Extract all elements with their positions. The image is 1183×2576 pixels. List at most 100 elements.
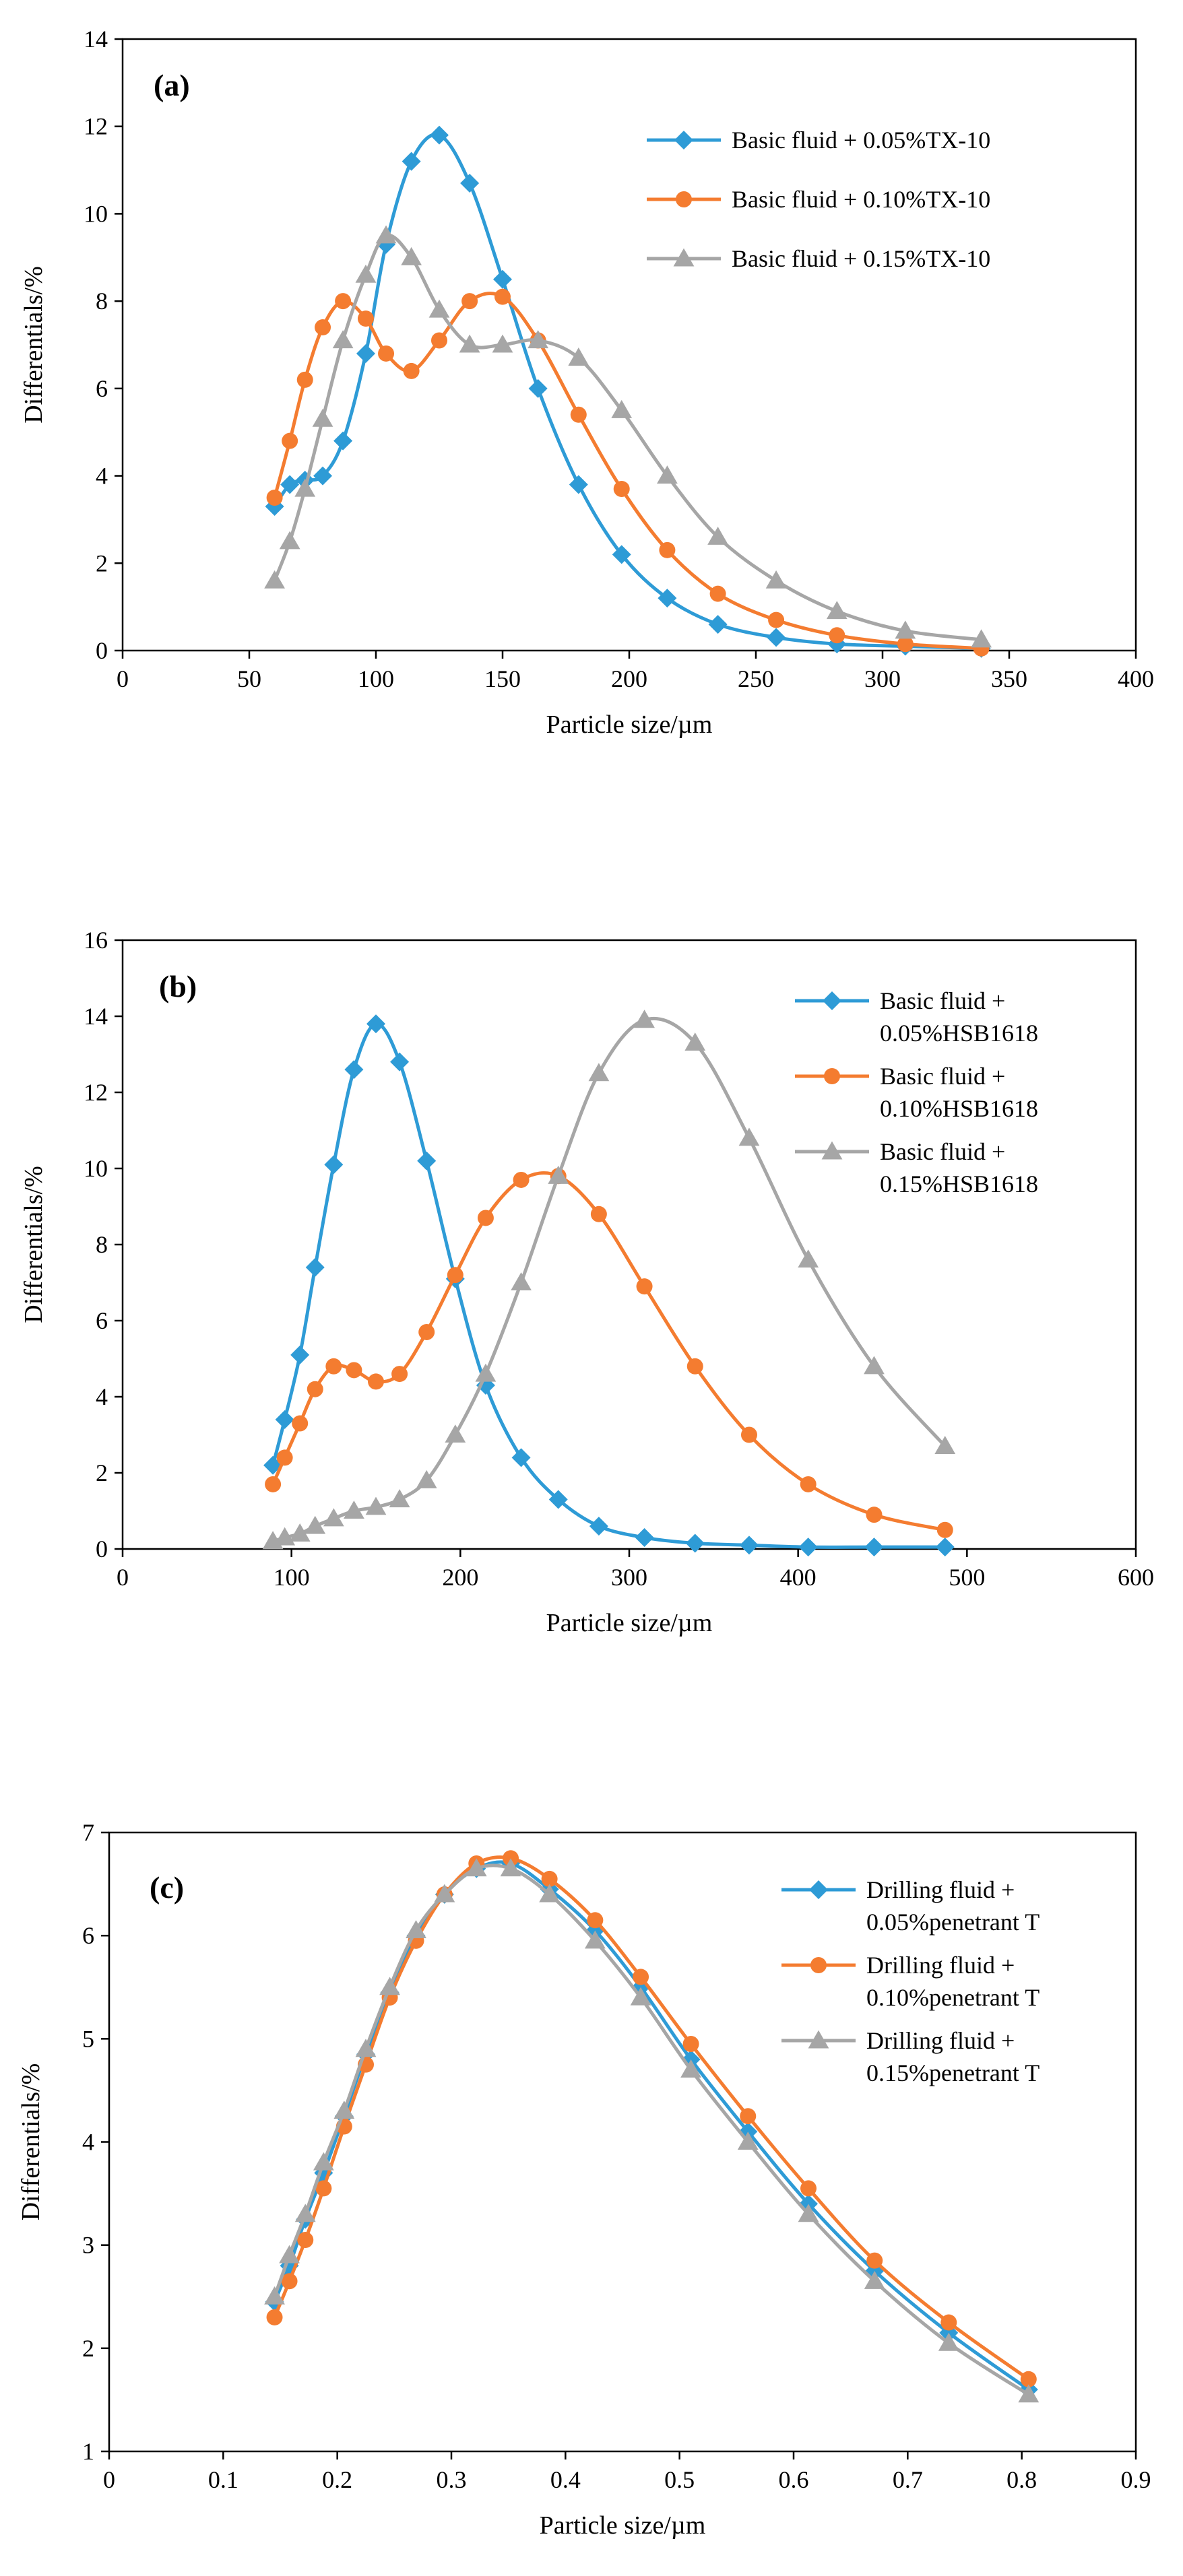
data-point xyxy=(403,362,420,379)
legend: Basic fluid + 0.05%HSB1618 Basic fluid + 0.… xyxy=(795,987,1038,1197)
y-tick-label: 0 xyxy=(96,637,108,664)
data-point xyxy=(798,2204,819,2222)
data-point xyxy=(740,1426,757,1443)
data-point xyxy=(475,1363,497,1382)
data-point xyxy=(765,570,787,589)
data-point xyxy=(280,475,300,494)
data-point xyxy=(264,2286,285,2305)
x-tick-label: 150 xyxy=(484,665,521,692)
data-point xyxy=(513,1171,530,1188)
data-point xyxy=(657,465,678,484)
y-tick-label: 12 xyxy=(84,1079,108,1106)
legend-label: 0.05%HSB1618 xyxy=(880,1020,1038,1047)
y-tick-label: 5 xyxy=(82,2025,94,2052)
data-point xyxy=(323,1508,344,1527)
data-point xyxy=(368,1373,384,1390)
series-line xyxy=(273,292,984,651)
data-point xyxy=(324,1155,344,1175)
series-2 xyxy=(265,1168,953,1538)
legend-label: 0.10%HSB1618 xyxy=(880,1095,1038,1122)
y-tick-label: 6 xyxy=(82,1922,94,1949)
data-point xyxy=(494,288,511,305)
y-tick-label: 10 xyxy=(84,200,108,227)
x-tick-label: 200 xyxy=(611,665,647,692)
y-axis-title: Differentials/% xyxy=(20,266,48,424)
data-point xyxy=(307,1381,323,1397)
legend-label: Basic fluid + xyxy=(880,1138,1005,1165)
data-point xyxy=(587,1912,604,1929)
y-tick-label: 3 xyxy=(82,2232,94,2259)
y-tick-label: 14 xyxy=(84,26,108,53)
legend-entry: Drilling fluid + 0.05%penetrant T xyxy=(781,1876,1040,1936)
legend-swatch-marker xyxy=(676,191,692,207)
y-tick-label: 4 xyxy=(82,2129,94,2156)
series-1 xyxy=(263,1014,955,1557)
legend-label: 0.10%penetrant T xyxy=(866,1984,1040,2011)
data-point xyxy=(864,2270,885,2289)
x-tick-label: 400 xyxy=(780,1564,817,1591)
data-point xyxy=(266,490,283,506)
legend-entry: Drilling fluid + 0.10%penetrant T xyxy=(781,1952,1040,2011)
data-point xyxy=(738,1127,760,1146)
x-tick-label: 350 xyxy=(991,665,1027,692)
data-point xyxy=(636,1278,653,1295)
series-line xyxy=(271,1016,947,1544)
data-point xyxy=(800,2180,817,2197)
x-axis: 0 50 100 150 200 250 300 350 400 xyxy=(117,651,1154,692)
data-point xyxy=(305,1515,326,1534)
legend-label: 0.15%HSB1618 xyxy=(880,1170,1038,1197)
data-point xyxy=(391,1366,408,1383)
y-tick-label: 6 xyxy=(96,1307,108,1334)
y-tick-label: 14 xyxy=(84,1003,108,1030)
data-point xyxy=(971,629,992,648)
legend-label: Basic fluid + xyxy=(880,1063,1005,1090)
data-point xyxy=(684,1032,706,1051)
data-point xyxy=(313,466,333,486)
x-tick-label: 200 xyxy=(442,1564,478,1591)
data-point xyxy=(305,1257,325,1277)
data-point xyxy=(708,615,728,634)
y-tick-label: 0 xyxy=(96,1535,108,1562)
data-point xyxy=(312,408,333,427)
legend-label: Basic fluid + 0.05%TX-10 xyxy=(732,127,990,154)
data-point xyxy=(588,1063,610,1082)
legend-swatch-marker xyxy=(809,1880,828,1899)
y-axis: 1 2 3 4 5 6 7 xyxy=(82,1819,109,2465)
chart-panel-a: 0 50 100 150 200 250 300 350 400 0 2 4 6 8 10 12 14 Parti… xyxy=(20,26,1154,739)
data-point xyxy=(938,2332,959,2351)
legend-swatch-marker xyxy=(824,1068,840,1084)
y-tick-label: 8 xyxy=(96,288,108,315)
y-tick-label: 2 xyxy=(96,550,108,576)
data-point xyxy=(375,225,397,244)
y-tick-label: 16 xyxy=(84,927,108,954)
legend-entry: Basic fluid + 0.05%TX-10 xyxy=(647,127,990,154)
data-point xyxy=(461,293,478,310)
data-point xyxy=(685,1533,705,1553)
y-tick-label: 2 xyxy=(96,1459,108,1486)
data-point xyxy=(866,1507,883,1523)
series-line xyxy=(271,1171,947,1532)
data-point xyxy=(275,1410,294,1429)
x-tick-label: 100 xyxy=(358,665,394,692)
panel-label: (a) xyxy=(154,68,190,102)
legend-entry: Basic fluid + 0.10%HSB1618 xyxy=(795,1063,1038,1122)
legend-label: Drilling fluid + xyxy=(866,1952,1015,1979)
data-point xyxy=(1020,2371,1037,2387)
data-point xyxy=(365,1496,387,1515)
legend-entry: Basic fluid + 0.15%TX-10 xyxy=(647,245,990,272)
data-point xyxy=(584,1930,606,1949)
x-tick-label: 0.9 xyxy=(1121,2466,1151,2493)
data-point xyxy=(569,475,588,494)
legend-swatch-marker xyxy=(810,1957,827,1973)
x-tick-label: 0.1 xyxy=(208,2466,238,2493)
x-tick-label: 250 xyxy=(738,665,774,692)
y-tick-label: 6 xyxy=(96,375,108,402)
data-point xyxy=(290,1345,310,1364)
data-point xyxy=(466,1858,487,1877)
x-axis: 0 100 200 300 400 500 600 xyxy=(117,1549,1154,1591)
data-point xyxy=(265,1476,282,1492)
data-point xyxy=(493,269,512,289)
legend-swatch-marker xyxy=(673,248,695,267)
series-1 xyxy=(265,1853,1038,2400)
legend-entry: Basic fluid + 0.15%HSB1618 xyxy=(795,1138,1038,1197)
